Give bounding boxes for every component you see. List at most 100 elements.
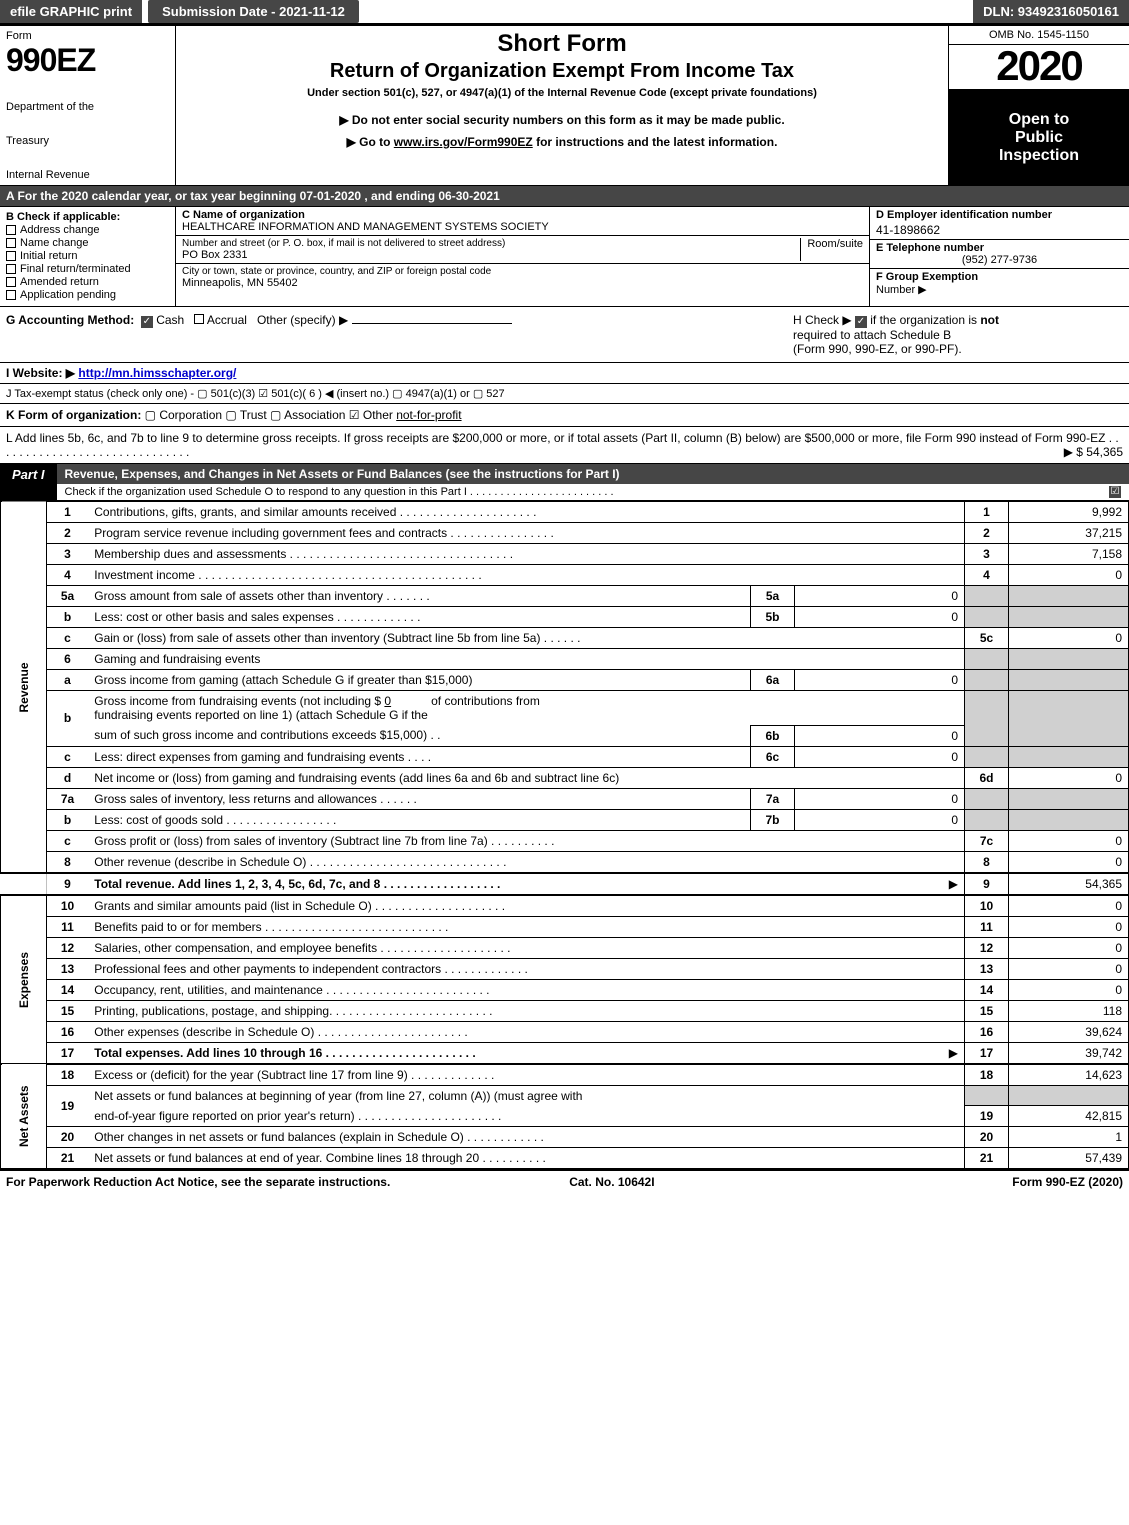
dept-line-2: Treasury (6, 135, 169, 147)
sub-value: 0 (795, 809, 965, 830)
checkbox-checked-icon[interactable]: ✓ (855, 316, 867, 328)
line-no: d (46, 767, 88, 788)
sub-value: 0 (795, 725, 965, 746)
chk-amended-return[interactable]: Amended return (6, 276, 169, 288)
table-row: 13 Professional fees and other payments … (1, 958, 1129, 979)
line-no: 15 (46, 1000, 88, 1021)
footer-right: Form 990-EZ (2020) (1012, 1175, 1123, 1189)
table-row: 20 Other changes in net assets or fund b… (1, 1127, 1129, 1148)
goto-link[interactable]: www.irs.gov/Form990EZ (394, 135, 533, 149)
form-header: Form 990EZ Department of the Treasury In… (0, 26, 1129, 186)
chk-label: Final return/terminated (20, 263, 131, 275)
line-desc: Gaming and fundraising events (88, 648, 964, 669)
header-right: OMB No. 1545-1150 2020 Open to Public In… (949, 26, 1129, 185)
checkbox-icon[interactable] (6, 290, 16, 300)
line-no: 7a (46, 788, 88, 809)
line-desc: Gross sales of inventory, less returns a… (88, 788, 750, 809)
grey-cell (965, 669, 1009, 690)
grey-cell (1009, 690, 1129, 746)
grey-cell (965, 788, 1009, 809)
line-ref: 5c (965, 627, 1009, 648)
line-no: 9 (46, 873, 88, 895)
other-specify-input[interactable] (352, 323, 512, 324)
d-label: D Employer identification number (876, 209, 1123, 221)
checkbox-icon[interactable] (6, 264, 16, 274)
line-ref: 3 (965, 543, 1009, 564)
grey-cell (965, 809, 1009, 830)
line-ref: 4 (965, 564, 1009, 585)
addr-label: Number and street (or P. O. box, if mail… (182, 238, 800, 249)
line-ref: 16 (965, 1021, 1009, 1042)
line-desc: Benefits paid to or for members . . . . … (88, 916, 964, 937)
line-no: 10 (46, 895, 88, 917)
table-row: 7a Gross sales of inventory, less return… (1, 788, 1129, 809)
line-no: c (46, 830, 88, 851)
desc-part: Gross income from fundraising events (no… (94, 694, 381, 708)
line-desc: Contributions, gifts, grants, and simila… (88, 501, 964, 522)
sub-value: 0 (795, 585, 965, 606)
grey-cell (965, 606, 1009, 627)
chk-address-change[interactable]: Address change (6, 224, 169, 236)
checkbox-icon[interactable] (194, 314, 204, 324)
line-amount: 0 (1009, 851, 1129, 873)
line-amount: 9,992 (1009, 501, 1129, 522)
grey-cell (1009, 606, 1129, 627)
line-no: 17 (46, 1042, 88, 1064)
dln-label: DLN: 93492316050161 (973, 0, 1129, 23)
sub-label: 5b (751, 606, 795, 627)
line-amount: 118 (1009, 1000, 1129, 1021)
line-no: 16 (46, 1021, 88, 1042)
line-amount: 37,215 (1009, 522, 1129, 543)
line-ref: 1 (965, 501, 1009, 522)
arrow-icon: ▶ (949, 877, 958, 891)
line-no: 2 (46, 522, 88, 543)
line-no: 21 (46, 1148, 88, 1169)
dept-line-1: Department of the (6, 101, 169, 113)
line-desc: Other revenue (describe in Schedule O) .… (88, 851, 964, 873)
grey-cell (1009, 669, 1129, 690)
checkbox-icon[interactable] (6, 277, 16, 287)
sub-label: 6c (751, 746, 795, 767)
line-no: 8 (46, 851, 88, 873)
chk-final-return[interactable]: Final return/terminated (6, 263, 169, 275)
checkbox-checked-icon[interactable]: ✓ (141, 316, 153, 328)
header-center: Short Form Return of Organization Exempt… (176, 26, 949, 185)
line-ref: 17 (965, 1042, 1009, 1064)
line-desc: Gain or (loss) from sale of assets other… (88, 627, 964, 648)
chk-name-change[interactable]: Name change (6, 237, 169, 249)
line-amount: 7,158 (1009, 543, 1129, 564)
chk-label: Amended return (20, 276, 99, 288)
table-row: 5a Gross amount from sale of assets othe… (1, 585, 1129, 606)
checkbox-icon[interactable] (6, 238, 16, 248)
form-number: 990EZ (6, 42, 169, 79)
website-link[interactable]: http://mn.himsschapter.org/ (78, 366, 236, 380)
g-other: Other (specify) ▶ (257, 313, 348, 327)
room-suite-label: Room/suite (800, 238, 863, 261)
line-amount: 0 (1009, 979, 1129, 1000)
chk-application-pending[interactable]: Application pending (6, 289, 169, 301)
line-ref: 19 (965, 1106, 1009, 1127)
desc-amount-underline: 0 (384, 694, 391, 708)
line-no: 11 (46, 916, 88, 937)
phone-value: (952) 277-9736 (876, 254, 1123, 266)
open-line-1: Open to (955, 111, 1123, 129)
line-amount: 54,365 (1009, 873, 1129, 895)
sub-value: 0 (795, 746, 965, 767)
checkbox-checked-icon[interactable]: ☑ (1109, 486, 1121, 498)
no-ssn-warning: ▶ Do not enter social security numbers o… (184, 113, 940, 127)
table-row: Revenue 1 Contributions, gifts, grants, … (1, 501, 1129, 522)
chk-initial-return[interactable]: Initial return (6, 250, 169, 262)
grey-cell (1009, 585, 1129, 606)
section-subline: Under section 501(c), 527, or 4947(a)(1)… (184, 87, 940, 99)
table-row: 8 Other revenue (describe in Schedule O)… (1, 851, 1129, 873)
line-desc: Membership dues and assessments . . . . … (88, 543, 964, 564)
checkbox-icon[interactable] (6, 251, 16, 261)
line-desc: Net assets or fund balances at end of ye… (88, 1148, 964, 1169)
line-desc: Gross profit or (loss) from sales of inv… (88, 830, 964, 851)
table-row: 15 Printing, publications, postage, and … (1, 1000, 1129, 1021)
line-ref: 8 (965, 851, 1009, 873)
line-amount: 1 (1009, 1127, 1129, 1148)
line-ref: 10 (965, 895, 1009, 917)
header-left: Form 990EZ Department of the Treasury In… (0, 26, 176, 185)
checkbox-icon[interactable] (6, 225, 16, 235)
